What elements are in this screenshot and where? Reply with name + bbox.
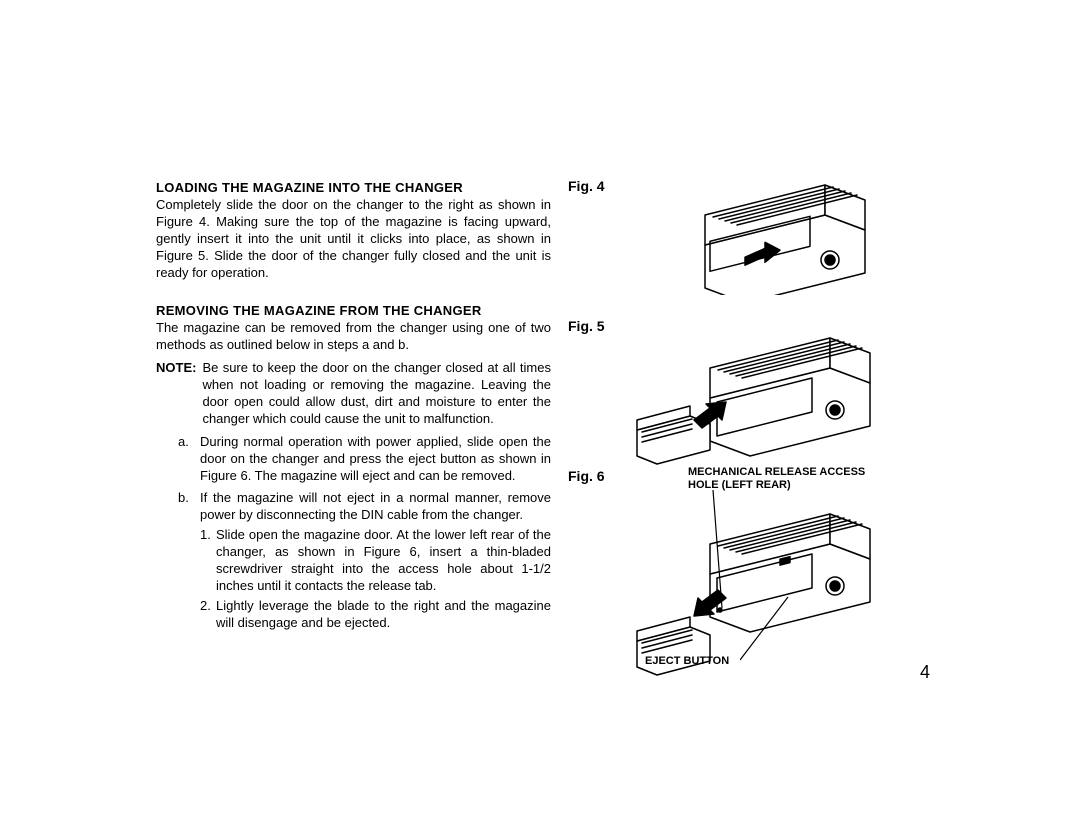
item-b-2: 2. Lightly leverage the blade to the rig… — [200, 598, 551, 632]
mech-line1: MECHANICAL RELEASE ACCESS — [688, 466, 865, 478]
text-column: LOADING THE MAGAZINE INTO THE CHANGER Co… — [156, 180, 551, 632]
loading-heading: LOADING THE MAGAZINE INTO THE CHANGER — [156, 180, 551, 195]
note-label: NOTE: — [156, 360, 196, 428]
item-b-body: If the magazine will not eject in a norm… — [200, 490, 551, 524]
loading-body: Completely slide the door on the changer… — [156, 197, 551, 281]
fig4-label: Fig. 4 — [568, 178, 605, 194]
note-block: NOTE: Be sure to keep the door on the ch… — [156, 360, 551, 428]
mechanical-release-label: MECHANICAL RELEASE ACCESS HOLE (LEFT REA… — [688, 466, 865, 492]
fig5-label: Fig. 5 — [568, 318, 605, 334]
fig6-label: Fig. 6 — [568, 468, 605, 484]
item-b-2-label: 2. — [200, 598, 216, 632]
removing-heading: REMOVING THE MAGAZINE FROM THE CHANGER — [156, 303, 551, 318]
item-a-label: a. — [178, 434, 200, 485]
note-body: Be sure to keep the door on the changer … — [202, 360, 551, 428]
eject-button-label: EJECT BUTTON — [645, 655, 729, 668]
item-b-1-label: 1. — [200, 527, 216, 595]
item-a-body: During normal operation with power appli… — [200, 434, 551, 485]
item-b: b. If the magazine will not eject in a n… — [178, 490, 551, 524]
figure-5 — [632, 320, 882, 465]
item-a: a. During normal operation with power ap… — [178, 434, 551, 485]
item-b-1-body: Slide open the magazine door. At the low… — [216, 527, 551, 595]
item-b-1: 1. Slide open the magazine door. At the … — [200, 527, 551, 595]
item-b-2-body: Lightly leverage the blade to the right … — [216, 598, 551, 632]
page-number: 4 — [920, 662, 930, 683]
item-b-label: b. — [178, 490, 200, 524]
figure-4 — [675, 175, 875, 295]
removing-intro: The magazine can be removed from the cha… — [156, 320, 551, 354]
eject-callout-line — [740, 595, 810, 665]
